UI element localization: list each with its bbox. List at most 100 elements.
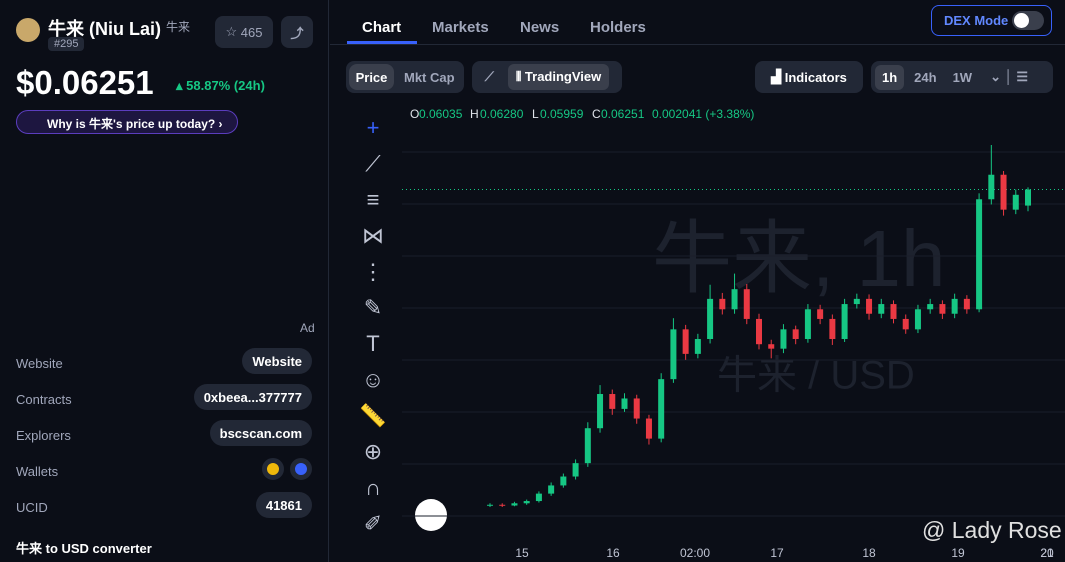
candle-body xyxy=(694,339,701,354)
rank: #295 xyxy=(48,37,85,51)
x-axis-label: 02:00 xyxy=(680,546,710,560)
why-text: Why is 牛来's price up today? xyxy=(47,117,216,131)
candle-body xyxy=(951,298,958,314)
candle-body xyxy=(976,199,983,310)
candle-body xyxy=(584,428,591,464)
tab[interactable]: Holders xyxy=(590,19,646,36)
candle-body xyxy=(914,309,921,330)
price-change: ▴ 58.87% (24h) xyxy=(176,78,265,93)
candle-body xyxy=(645,418,652,439)
x-axis-label: 19 xyxy=(951,546,965,560)
row-label: Contracts xyxy=(16,392,72,407)
price-button[interactable]: Price xyxy=(349,64,394,90)
ohlc-value: 0.06251 xyxy=(601,107,645,121)
candle-body xyxy=(597,394,604,429)
candle-body xyxy=(682,329,689,354)
tradingview-button[interactable]: ⫴ TradingView xyxy=(507,64,610,90)
ad-label: Ad xyxy=(300,321,315,335)
candle-body xyxy=(1012,194,1019,210)
candle-body xyxy=(535,493,542,502)
candle-body xyxy=(817,309,824,319)
candle-body xyxy=(902,318,909,330)
indicators-button[interactable]: ▟ Indicators xyxy=(755,61,863,93)
mktcap-button[interactable]: Mkt Cap xyxy=(404,70,455,85)
candle-body xyxy=(548,485,555,494)
x-axis-label: 16 xyxy=(606,546,620,560)
why-link[interactable]: Why is 牛来's price up today? › xyxy=(16,110,238,134)
interval[interactable]: 24h xyxy=(914,69,937,85)
candle-body xyxy=(792,329,799,340)
candle-body xyxy=(658,379,665,439)
share-button[interactable]: ⤴ xyxy=(281,16,313,48)
row-value[interactable]: Website xyxy=(242,348,312,374)
chart-type-toggle: ⟋ ⫴ TradingView xyxy=(472,61,622,93)
tab[interactable]: Chart xyxy=(362,19,402,36)
candle-body xyxy=(866,298,873,314)
candle-body xyxy=(633,398,640,419)
change-text: 58.87% (24h) xyxy=(186,78,265,93)
indicators-label: Indicators xyxy=(784,69,847,85)
wallet-icon xyxy=(262,458,284,480)
row-value[interactable]: 41861 xyxy=(255,492,312,518)
tv-logo xyxy=(415,499,447,531)
candle-body xyxy=(939,304,946,314)
ohlc-label: C xyxy=(592,107,601,121)
candle-body xyxy=(756,318,762,345)
candle-body xyxy=(487,504,493,506)
candle-body xyxy=(890,304,897,319)
tv-label: TradingView xyxy=(524,69,602,84)
candle-body xyxy=(780,329,787,349)
x-axis-label: 20 xyxy=(1040,546,1054,560)
drawing-toolbar: + ⟋ ≡ ⋈ ⋮ ✎ T ☺ 📏 ⊕ ∩ ✐ xyxy=(359,115,387,536)
coin-panel: 牛来 (Niu Lai) 牛来 #295 ☆ 465 ⤴ $0.06251 ▴ … xyxy=(0,0,329,562)
watchlist-button[interactable]: ☆ 465 xyxy=(215,16,273,48)
row-label: Explorers xyxy=(16,428,71,443)
wallet-icon xyxy=(290,458,312,480)
watermark: 牛来, 1h xyxy=(652,214,945,303)
candle-body xyxy=(560,476,567,486)
row-value[interactable]: 0xbeea...377777 xyxy=(193,384,312,410)
interval-toggle: 1h 24h 1W ⌄ │ ☰ xyxy=(871,61,1053,93)
candle-body xyxy=(853,298,860,305)
price: $0.06251 xyxy=(16,64,154,101)
candle-body xyxy=(804,309,811,340)
divider xyxy=(330,44,1065,45)
x-axis-label: 18 xyxy=(862,546,876,560)
coin-logo xyxy=(16,18,40,42)
ohlc-label: O xyxy=(410,107,419,121)
candle-body xyxy=(719,298,726,310)
tab-underline xyxy=(347,41,417,44)
price-chart: 牛来, 1h 牛来 / USD O 0.06035 H 0.06280 L 0.… xyxy=(402,107,1065,560)
ohlc-value: 0.05959 xyxy=(540,107,584,121)
credit-watermark: @ Lady Rose 1 xyxy=(922,517,1065,543)
candle-body xyxy=(988,174,995,200)
ohlc-label: H xyxy=(470,107,479,121)
row-label: Website xyxy=(16,356,63,371)
watch-count: 465 xyxy=(240,24,263,40)
switch xyxy=(1012,11,1044,30)
candle-body xyxy=(707,298,714,340)
candle-body xyxy=(963,298,970,310)
candle-body xyxy=(572,463,579,477)
ohlc-change: 0.002041 (+3.38%) xyxy=(652,107,754,121)
candle-body xyxy=(1000,174,1007,210)
x-axis-label: 17 xyxy=(770,546,784,560)
row-label: UCID xyxy=(16,500,48,515)
candle-body xyxy=(731,289,738,310)
interval[interactable]: 1W xyxy=(952,69,973,85)
watermark: 牛来 / USD xyxy=(717,354,915,398)
dex-mode-toggle[interactable]: DEX Mode xyxy=(931,5,1052,36)
candle-body xyxy=(511,503,518,506)
x-axis-label: 15 xyxy=(515,546,529,560)
candle-body xyxy=(743,289,750,319)
candle-body xyxy=(878,304,885,314)
ohlc-label: L xyxy=(532,107,539,121)
row-label: Wallets xyxy=(16,464,59,479)
interval[interactable]: 1h xyxy=(875,64,905,90)
candle-body xyxy=(1025,189,1031,206)
tab[interactable]: News xyxy=(520,19,560,36)
candle-body xyxy=(768,344,775,349)
tab[interactable]: Markets xyxy=(432,19,489,36)
row-value[interactable]: bscscan.com xyxy=(209,420,312,446)
